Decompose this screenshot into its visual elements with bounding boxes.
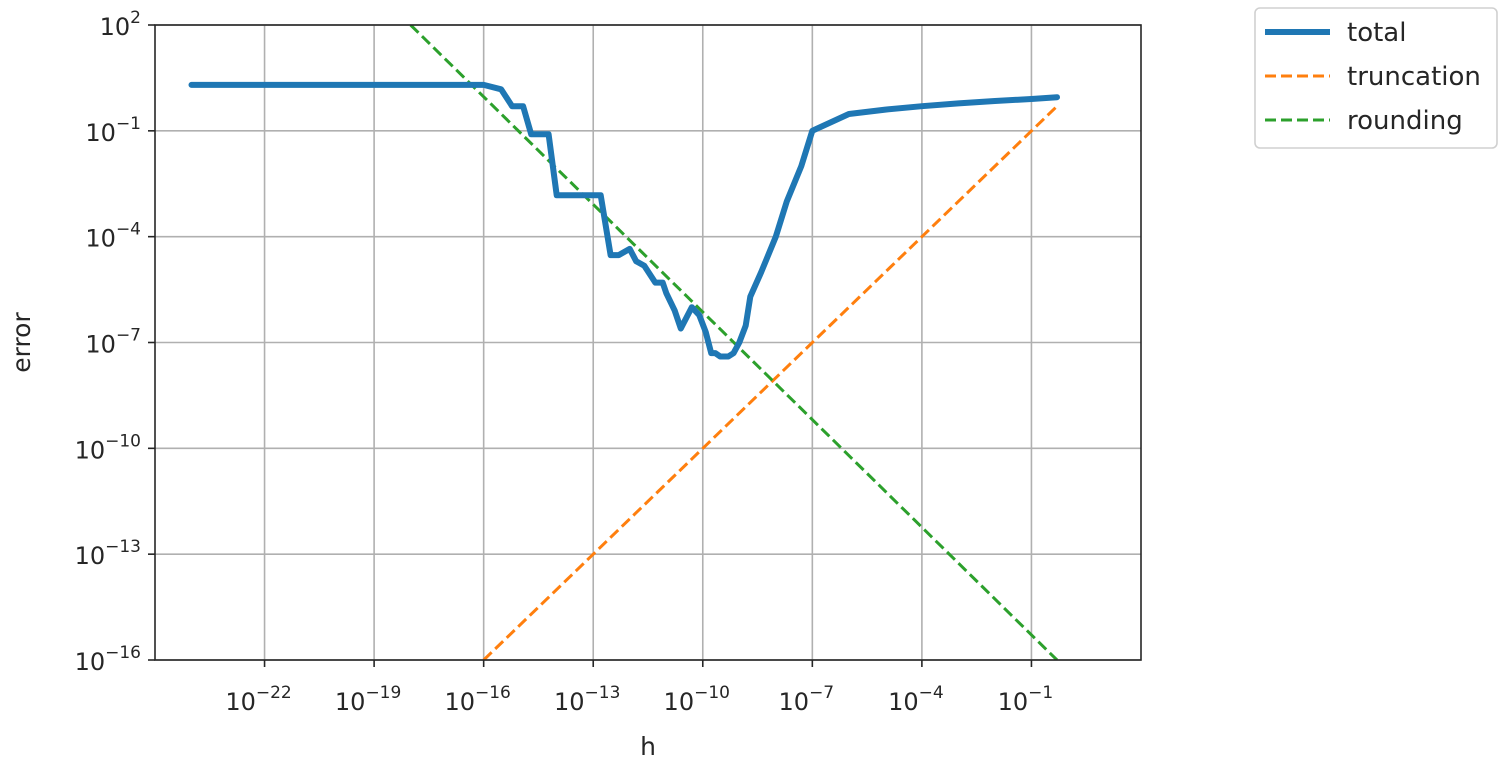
series-rounding-line <box>409 25 1059 660</box>
y-tick-base: 10 <box>100 13 131 41</box>
y-tick-exp: −13 <box>105 537 141 557</box>
x-tick-base: 10 <box>225 688 256 716</box>
y-tick-label: 10−4 <box>85 220 141 253</box>
x-tick-label: 10−13 <box>554 683 620 716</box>
x-tick-label: 10−4 <box>888 683 944 716</box>
x-tick-label: 10−22 <box>225 683 291 716</box>
series-total-line <box>188 81 1060 360</box>
y-tick-exp: 2 <box>130 8 141 28</box>
grid-lines <box>155 24 1141 661</box>
x-tick-base: 10 <box>888 688 919 716</box>
x-tick-exp: −19 <box>365 683 401 703</box>
y-tick-base: 10 <box>85 225 116 253</box>
y-tick-label: 102 <box>100 8 141 41</box>
x-axis-label: h <box>640 732 656 761</box>
plot-series <box>188 25 1060 660</box>
x-tick-base: 10 <box>779 688 810 716</box>
x-tick-label: 10−10 <box>664 683 730 716</box>
legend-box <box>1254 7 1498 149</box>
x-tick-label: 10−16 <box>444 683 510 716</box>
y-tick-exp: −4 <box>116 220 141 240</box>
y-tick-base: 10 <box>85 119 116 147</box>
y-tick-label: 10−1 <box>85 114 141 147</box>
y-tick-exp: −1 <box>116 114 141 134</box>
legend-label-truncation: truncation <box>1347 62 1481 92</box>
legend: total truncation rounding <box>1254 7 1498 149</box>
x-tick-base: 10 <box>998 688 1029 716</box>
x-tick-label: 10−7 <box>779 683 835 716</box>
x-tick-exp: −16 <box>475 683 511 703</box>
y-tick-base: 10 <box>75 436 106 464</box>
y-tick-base: 10 <box>75 648 106 676</box>
y-tick-label: 10−7 <box>85 326 141 359</box>
x-axis-ticks: 10−22 10−19 10−16 10−13 10−10 10−7 10−4 10−1 <box>225 660 1053 716</box>
y-tick-label: 10−13 <box>75 537 141 570</box>
x-tick-base: 10 <box>664 688 695 716</box>
x-tick-exp: −10 <box>694 683 730 703</box>
x-tick-label: 10−1 <box>998 683 1054 716</box>
y-tick-exp: −7 <box>116 326 141 346</box>
y-tick-exp: −10 <box>105 431 141 451</box>
x-tick-exp: −4 <box>919 683 944 703</box>
x-tick-base: 10 <box>444 688 475 716</box>
x-tick-exp: −7 <box>809 683 834 703</box>
x-tick-base: 10 <box>335 688 366 716</box>
legend-label-total: total <box>1347 18 1406 48</box>
y-axis-label: error <box>7 312 36 373</box>
legend-label-rounding: rounding <box>1347 106 1463 136</box>
x-tick-base: 10 <box>554 688 585 716</box>
x-tick-exp: −1 <box>1028 683 1053 703</box>
y-tick-label: 10−16 <box>75 643 141 676</box>
y-tick-exp: −16 <box>105 643 141 663</box>
y-tick-label: 10−10 <box>75 431 141 464</box>
series-truncation-line <box>482 105 1059 660</box>
y-tick-base: 10 <box>75 542 106 570</box>
x-tick-label: 10−19 <box>335 683 401 716</box>
x-tick-exp: −22 <box>256 683 292 703</box>
y-tick-base: 10 <box>85 331 116 359</box>
x-tick-exp: −13 <box>585 683 621 703</box>
